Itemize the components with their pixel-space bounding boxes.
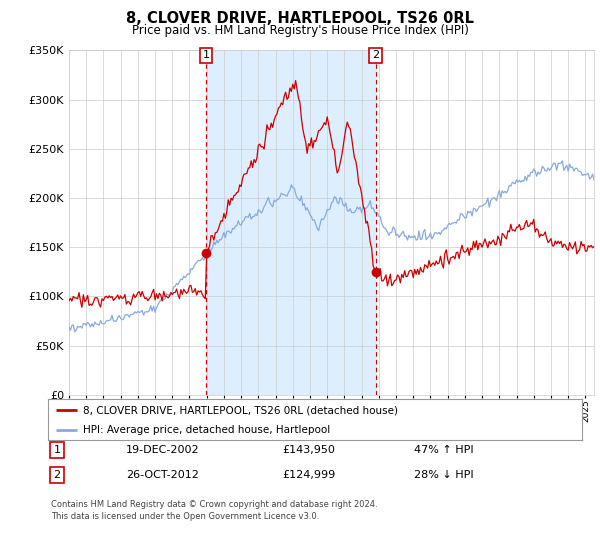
Text: HPI: Average price, detached house, Hartlepool: HPI: Average price, detached house, Hart… — [83, 424, 330, 435]
Text: 28% ↓ HPI: 28% ↓ HPI — [414, 470, 473, 480]
Text: 26-OCT-2012: 26-OCT-2012 — [126, 470, 199, 480]
Text: 2: 2 — [372, 50, 379, 60]
Text: £143,950: £143,950 — [282, 445, 335, 455]
Text: 8, CLOVER DRIVE, HARTLEPOOL, TS26 0RL (detached house): 8, CLOVER DRIVE, HARTLEPOOL, TS26 0RL (d… — [83, 405, 398, 415]
Text: 2: 2 — [53, 470, 61, 480]
Text: 1: 1 — [53, 445, 61, 455]
Text: Price paid vs. HM Land Registry's House Price Index (HPI): Price paid vs. HM Land Registry's House … — [131, 24, 469, 36]
Bar — [206, 50, 376, 395]
Text: 8, CLOVER DRIVE, HARTLEPOOL, TS26 0RL: 8, CLOVER DRIVE, HARTLEPOOL, TS26 0RL — [126, 11, 474, 26]
Text: 47% ↑ HPI: 47% ↑ HPI — [414, 445, 473, 455]
Text: Contains HM Land Registry data © Crown copyright and database right 2024.: Contains HM Land Registry data © Crown c… — [51, 500, 377, 508]
Text: £124,999: £124,999 — [282, 470, 335, 480]
Text: This data is licensed under the Open Government Licence v3.0.: This data is licensed under the Open Gov… — [51, 512, 319, 521]
Text: 1: 1 — [203, 50, 209, 60]
Text: 19-DEC-2002: 19-DEC-2002 — [126, 445, 200, 455]
